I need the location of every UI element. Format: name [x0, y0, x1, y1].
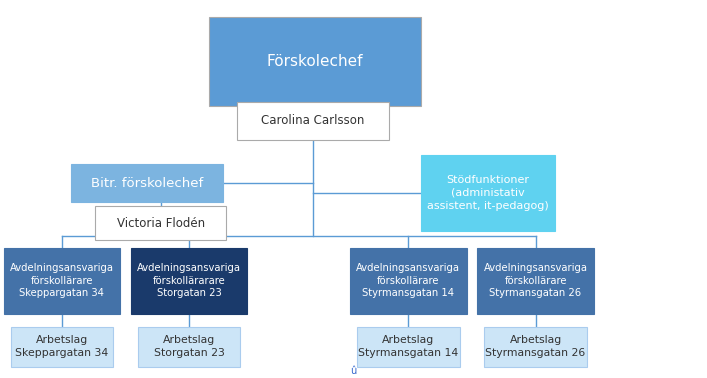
FancyBboxPatch shape [138, 327, 240, 367]
Text: Arbetslag
Styrmansgatan 26: Arbetslag Styrmansgatan 26 [486, 335, 585, 358]
FancyBboxPatch shape [357, 327, 460, 367]
FancyBboxPatch shape [350, 248, 467, 314]
FancyBboxPatch shape [421, 155, 555, 231]
Text: Avdelningsansvariga
förskollärare
Skeppargatan 34: Avdelningsansvariga förskollärare Skeppa… [10, 263, 114, 299]
Text: Arbetslag
Styrmansgatan 14: Arbetslag Styrmansgatan 14 [358, 335, 458, 358]
Text: Avdelningsansvariga
förskollärare
Styrmansgatan 14: Avdelningsansvariga förskollärare Styrma… [356, 263, 460, 299]
FancyBboxPatch shape [4, 248, 120, 314]
Text: û: û [351, 366, 356, 376]
Text: Förskolechef: Förskolechef [267, 54, 363, 69]
FancyBboxPatch shape [131, 248, 247, 314]
FancyBboxPatch shape [11, 327, 113, 367]
Text: Carolina Carlsson: Carolina Carlsson [261, 115, 365, 127]
FancyBboxPatch shape [484, 327, 587, 367]
Text: Bitr. förskolechef: Bitr. förskolechef [90, 177, 203, 190]
Text: Avdelningsansvariga
förskollärare
Styrmansgatan 26: Avdelningsansvariga förskollärare Styrma… [484, 263, 588, 299]
Text: Avdelningsansvariga
förskollärarare
Storgatan 23: Avdelningsansvariga förskollärarare Stor… [137, 263, 241, 299]
FancyBboxPatch shape [477, 248, 594, 314]
FancyBboxPatch shape [237, 102, 389, 140]
FancyBboxPatch shape [209, 17, 421, 106]
Text: Arbetslag
Storgatan 23: Arbetslag Storgatan 23 [153, 335, 225, 358]
Text: Victoria Flodén: Victoria Flodén [117, 217, 205, 229]
FancyBboxPatch shape [95, 206, 226, 240]
FancyBboxPatch shape [71, 164, 223, 202]
Text: Stödfunktioner
(administativ
assistent, it-pedagog): Stödfunktioner (administativ assistent, … [427, 175, 549, 211]
Text: Arbetslag
Skeppargatan 34: Arbetslag Skeppargatan 34 [16, 335, 108, 358]
